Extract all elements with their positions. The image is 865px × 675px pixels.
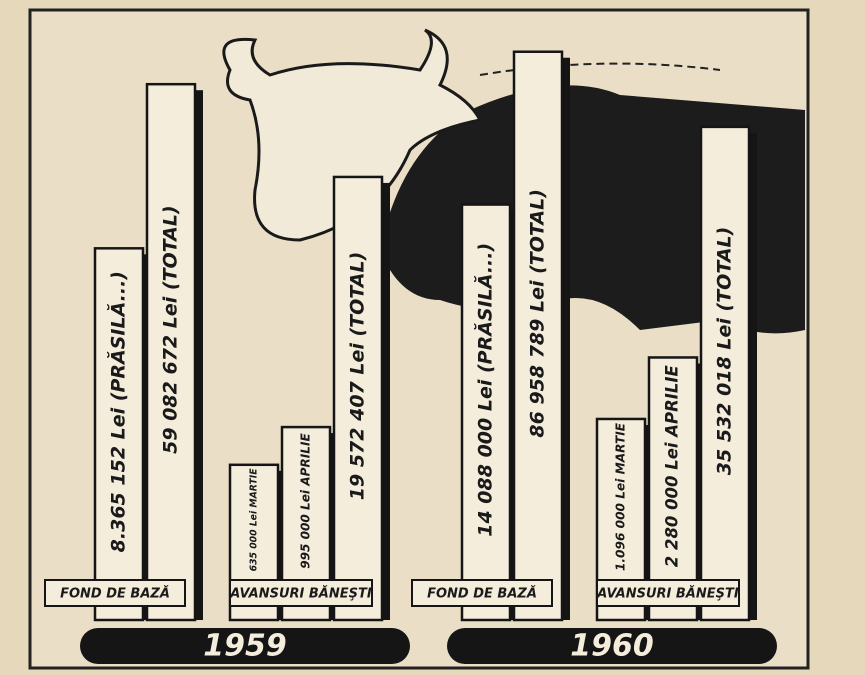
group-label: FOND DE BAZĂ	[60, 586, 170, 602]
year-label: 1960	[570, 629, 654, 664]
chart: 8.365 152 Lei (PRĂSILĂ...) 59 082 672 Lei…	[0, 0, 865, 675]
value-label: 2 280 000 Lei APRILIE	[663, 365, 682, 568]
value-label: 1.096 000 Lei MARTIE	[614, 422, 628, 571]
value-label: 8.365 152 Lei (PRĂSILĂ...)	[106, 271, 130, 552]
value-label: 86 958 789 Lei (TOTAL)	[527, 189, 549, 438]
value-label: 59 082 672 Lei (TOTAL)	[160, 205, 182, 454]
value-label: 995 000 Lei APRILIE	[299, 433, 313, 569]
value-label: 635 000 Lei MARTIE	[249, 468, 260, 572]
group-label: AVANSURI BĂNEŞTI	[229, 586, 372, 602]
value-label: 19 572 407 Lei (TOTAL)	[347, 252, 369, 501]
value-label: 14 088 000 Lei (PRĂSILĂ...)	[473, 243, 497, 537]
year-label: 1959	[203, 629, 287, 664]
group-label: FOND DE BAZĂ	[427, 586, 537, 602]
group-label: AVANSURI BĂNEŞTI	[596, 586, 739, 602]
value-label: 35 532 018 Lei (TOTAL)	[714, 227, 736, 476]
